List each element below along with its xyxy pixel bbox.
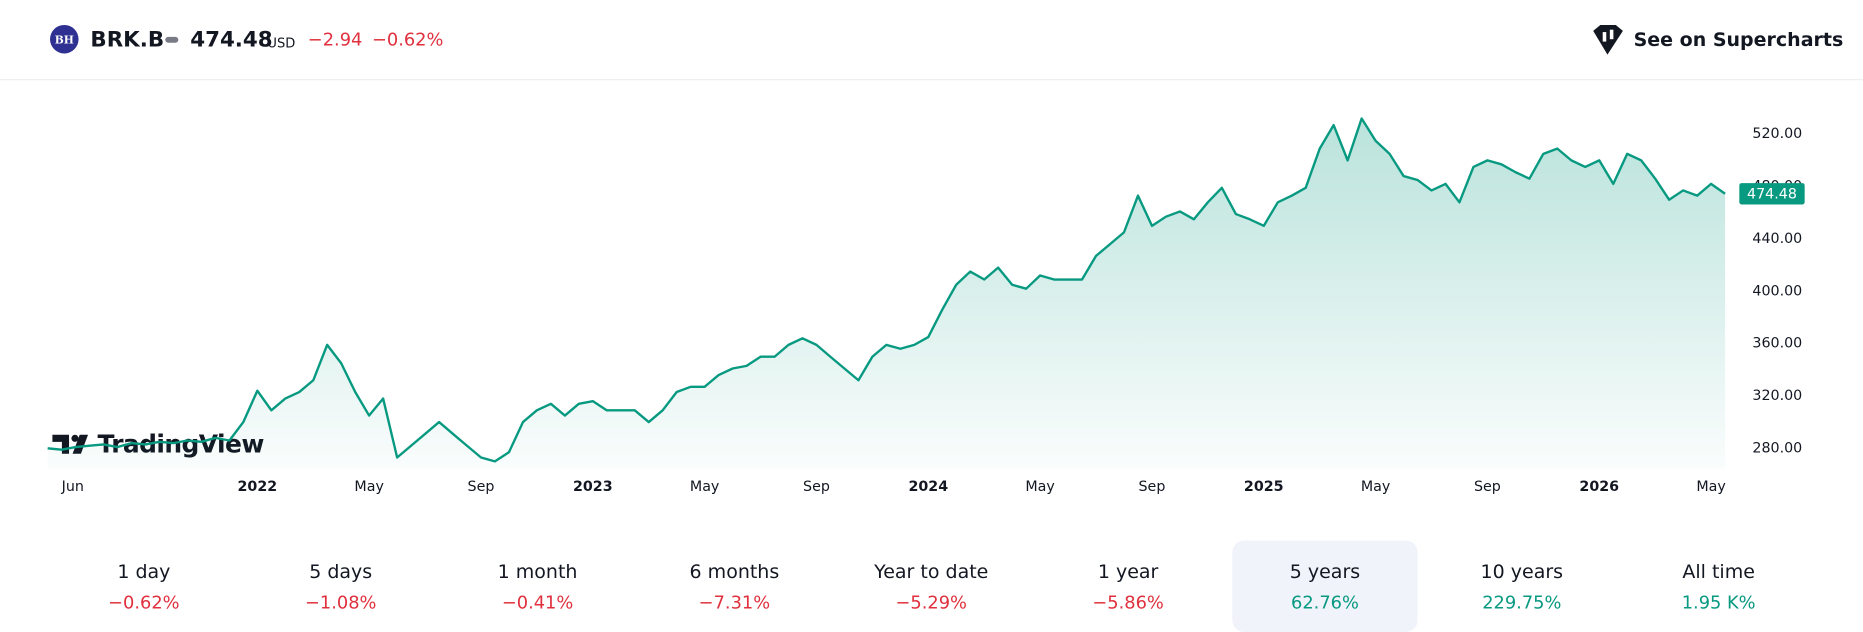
period-label[interactable]: 6 months xyxy=(690,561,780,583)
period-label[interactable]: 1 day xyxy=(117,561,170,583)
last-price-label: 474.48 xyxy=(1747,186,1797,202)
x-tick-label: May xyxy=(1361,479,1391,495)
y-tick-label: 440.00 xyxy=(1752,231,1802,247)
period-label[interactable]: All time xyxy=(1682,561,1755,583)
x-tick-label: 2025 xyxy=(1244,479,1284,495)
x-tick-label: 2022 xyxy=(237,479,277,495)
symbol-logo xyxy=(50,24,79,54)
change: −2.94 xyxy=(308,29,363,50)
x-tick-label: 2026 xyxy=(1579,479,1619,495)
x-tick-label: Jun xyxy=(61,479,84,495)
period-label[interactable]: Year to date xyxy=(873,561,988,583)
period-label[interactable]: 1 year xyxy=(1098,561,1159,583)
price: 474.48 xyxy=(190,27,272,52)
market-status xyxy=(165,36,179,43)
period-change: −7.31% xyxy=(699,592,770,613)
x-tick-label: May xyxy=(1025,479,1055,495)
supercharts-link[interactable]: See on Supercharts xyxy=(1634,29,1844,51)
period-label[interactable]: 5 years xyxy=(1290,561,1360,583)
change-percent: −0.62% xyxy=(372,29,443,50)
period-label[interactable]: 5 days xyxy=(309,561,372,583)
x-tick-label: Sep xyxy=(468,479,495,495)
period-label[interactable]: 10 years xyxy=(1481,561,1564,583)
period-selected-bg xyxy=(1232,540,1418,632)
y-tick-label: 400.00 xyxy=(1752,283,1802,299)
x-tick-label: May xyxy=(690,479,720,495)
last-price-tag xyxy=(1739,183,1805,205)
x-tick-label: Sep xyxy=(803,479,830,495)
x-tick-label: 2024 xyxy=(908,479,948,495)
symbol[interactable]: BRK.B xyxy=(90,27,164,52)
x-tick-label: Sep xyxy=(1474,479,1501,495)
period-change: −0.62% xyxy=(108,592,179,613)
period-change: 229.75% xyxy=(1482,592,1561,613)
period-change: −0.41% xyxy=(502,592,573,613)
period-change: 62.76% xyxy=(1291,592,1359,613)
period-change: −5.29% xyxy=(896,592,967,613)
currency: USD xyxy=(267,36,295,51)
period-change: −1.08% xyxy=(305,592,376,613)
x-tick-label: May xyxy=(354,479,384,495)
x-tick-label: 2023 xyxy=(573,479,613,495)
period-change: −5.86% xyxy=(1092,592,1163,613)
area-fill xyxy=(47,118,1726,470)
x-tick-label: Sep xyxy=(1139,479,1166,495)
supercharts-icon[interactable] xyxy=(1593,24,1623,55)
y-tick-label: 280.00 xyxy=(1752,440,1802,456)
y-tick-label: 320.00 xyxy=(1752,388,1802,404)
symbol-badge: BH xyxy=(55,33,74,46)
period-label[interactable]: 1 month xyxy=(498,561,578,583)
price-line xyxy=(47,117,1726,463)
period-change: 1.95 K% xyxy=(1682,592,1756,613)
y-tick-label: 360.00 xyxy=(1752,336,1802,352)
x-tick-label: May xyxy=(1696,479,1726,495)
y-tick-label: 520.00 xyxy=(1752,126,1802,142)
